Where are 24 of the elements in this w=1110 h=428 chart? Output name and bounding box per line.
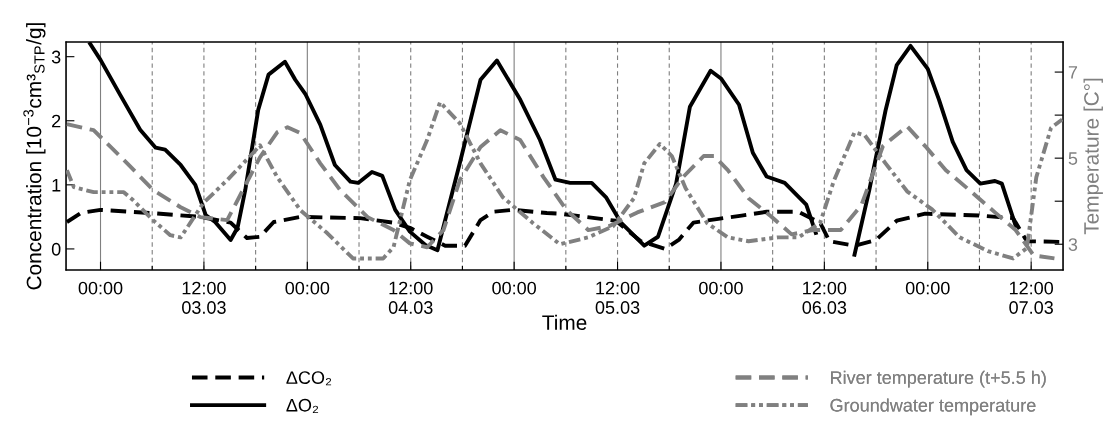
y-tick-label: 3 — [51, 50, 61, 64]
y2-tick-label: 3 — [1068, 238, 1078, 251]
y2-tick-label: 7 — [1068, 66, 1078, 79]
x-tick-label: 00:00 — [285, 281, 330, 295]
legend-label: ΔO₂ — [286, 398, 319, 414]
x-tick-label: 12:00 07.03 — [1009, 281, 1054, 314]
x-tick-label: 12:00 05.03 — [595, 281, 640, 314]
y-tick-label: 2 — [52, 114, 61, 128]
y2-tick-label: 5 — [1068, 152, 1078, 165]
y-axis-title: Concentration [10$^{−3}$cm³$_{STP}$/g] — [23, 23, 46, 290]
x-tick-label: 00:00 — [492, 281, 537, 295]
x-axis-title: Time — [542, 314, 587, 330]
legend-label: Groundwater temperature — [830, 398, 1036, 416]
x-tick-label: 12:00 03.03 — [182, 281, 226, 314]
y2-axis-title: Temperature [C°] — [1083, 78, 1103, 235]
x-tick-label: 12:00 06.03 — [802, 281, 847, 314]
x-tick-label: 00:00 — [699, 281, 743, 295]
x-tick-label: 00:00 — [905, 281, 950, 295]
legend-label: ΔCO₂ — [286, 371, 332, 386]
y-tick-label: 0 — [51, 242, 61, 256]
y-tick-label: 1 — [52, 178, 61, 192]
legend-label: River temperature (t+5.5 h) — [831, 370, 1046, 388]
x-tick-label: 12:00 04.03 — [388, 281, 433, 314]
x-tick-label: 00:00 — [78, 281, 123, 295]
